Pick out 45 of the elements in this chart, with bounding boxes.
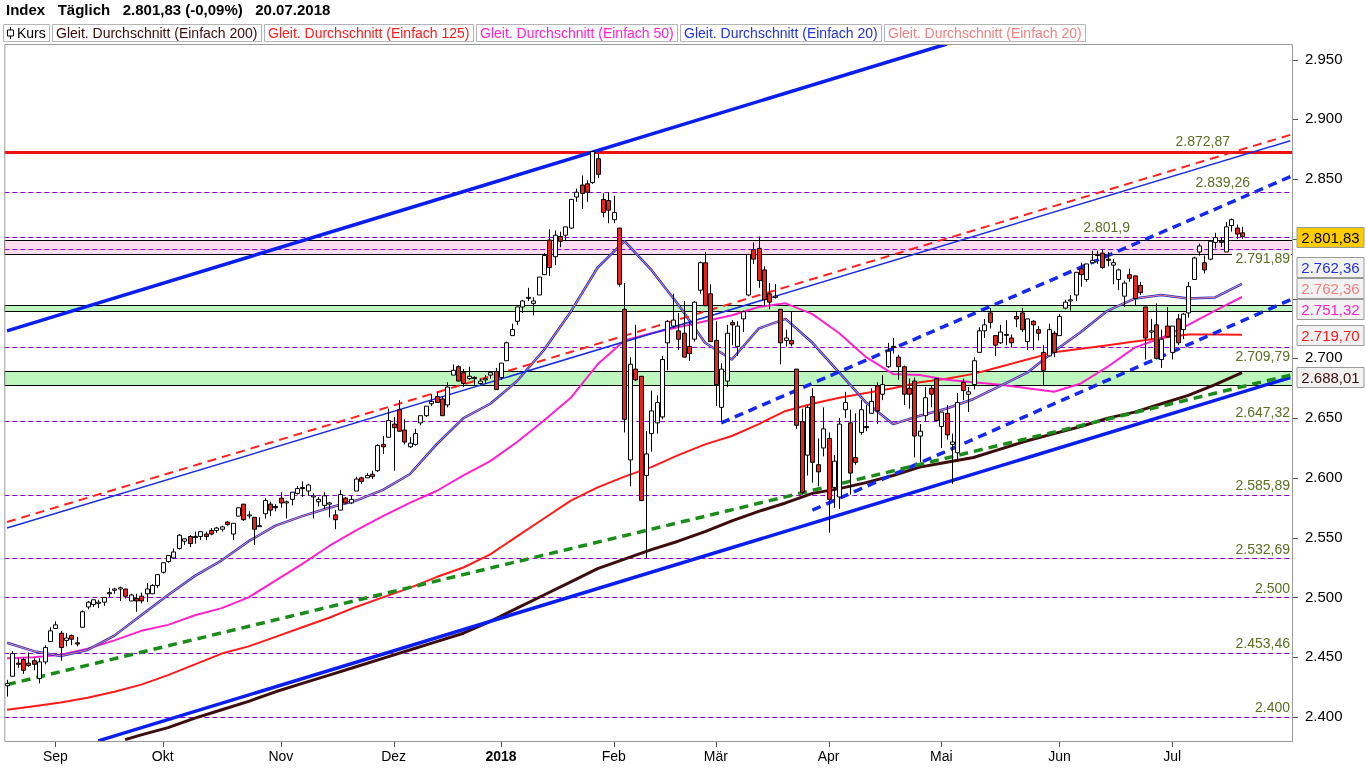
text: Gleit. Durchschnitt (Einfach 125) <box>268 24 470 41</box>
text: Gleit. Durchschnitt (Einfach 50) <box>480 24 674 41</box>
text: 2.719,70 <box>1301 326 1360 344</box>
ref-line-label: 2.500 <box>1254 579 1291 596</box>
ref-line-label: 2.801,9 <box>1083 218 1131 235</box>
text: 2.688,01 <box>1301 368 1360 386</box>
y-tick-label: 2.400 <box>1305 707 1343 725</box>
y-tick-label: 2.700 <box>1305 348 1343 366</box>
y-tick-label: 2.850 <box>1305 169 1343 187</box>
y-tick-label: 2.950 <box>1305 49 1343 67</box>
text: 2.801,83 <box>1301 228 1360 246</box>
text: Gleit. Durchschnitt (Einfach 20) <box>684 24 878 41</box>
x-tick-label: Nov <box>268 748 294 765</box>
x-tick-label: Apr <box>817 748 840 765</box>
text: 2.762,36 <box>1301 279 1360 297</box>
y-tick-label: 2.450 <box>1305 647 1343 665</box>
x-tick-label: Mai <box>930 748 953 765</box>
ref-line-label: 2.872,87 <box>1175 133 1231 150</box>
ref-line-label: 2.791,89 <box>1235 249 1291 266</box>
ref-line-label: 2.532,69 <box>1235 540 1291 557</box>
ref-line-label: 2.453,46 <box>1235 635 1291 652</box>
x-tick-label: 2018 <box>485 748 517 765</box>
ref-line-label: 2.400 <box>1254 699 1291 716</box>
x-tick-label: Jun <box>1048 748 1071 765</box>
x-tick-label: Dez <box>381 748 407 765</box>
y-tick-label: 2.900 <box>1305 109 1343 127</box>
ref-line-label: 2.647,32 <box>1235 403 1291 420</box>
x-tick-label: Okt <box>151 748 174 765</box>
y-tick-label: 2.550 <box>1305 527 1343 545</box>
x-tick-label: Feb <box>601 748 627 765</box>
ref-line-label: 2.839,26 <box>1195 174 1251 191</box>
ref-line-label: 2.585,89 <box>1235 477 1291 494</box>
x-tick-label: Sep <box>42 748 68 765</box>
y-tick-label: 2.650 <box>1305 408 1343 426</box>
y-tick-label: 2.500 <box>1305 587 1343 605</box>
text: 2.762,36 <box>1301 258 1360 276</box>
x-tick-label: Jul <box>1163 748 1182 765</box>
legend-label: Kurs <box>17 24 46 41</box>
text: Gleit. Durchschnitt (Einfach 200) <box>56 24 258 41</box>
chart-title: Index Täglich 2.801,83 (-0,09%) 20.07.2018 <box>6 1 331 19</box>
x-tick-label: Mär <box>703 748 729 765</box>
y-tick-label: 2.600 <box>1305 468 1343 485</box>
ref-line-label: 2.709,79 <box>1235 348 1291 364</box>
text: 2.751,32 <box>1301 300 1360 318</box>
text: Gleit. Durchschnitt (Einfach 20) <box>888 24 1082 41</box>
